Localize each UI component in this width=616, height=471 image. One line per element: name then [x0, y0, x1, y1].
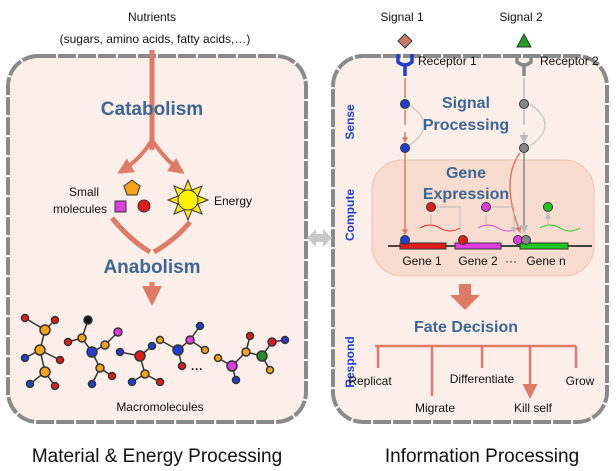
gene-circuit-part: [544, 203, 553, 212]
macromolecules-graph-part: [35, 345, 45, 355]
macromolecules-graph-part: [282, 337, 289, 344]
receptor-label: Receptor 2: [540, 54, 599, 68]
macromolecules-graph-part: [109, 373, 116, 380]
macromolecules-graph-part: [22, 355, 29, 362]
sun-part: [178, 190, 198, 210]
gene-circuit-part: [427, 203, 436, 212]
macromolecules-graph-part: [96, 364, 104, 372]
fate-decision: Fate Decision: [414, 319, 518, 336]
anabolism: Anabolism: [103, 257, 200, 278]
macromolecules-graph-part: [179, 363, 186, 370]
macromolecules-graph-part: [114, 328, 122, 336]
receptor-label: Receptor 1: [418, 54, 477, 68]
gene-circuit-part: [459, 236, 468, 245]
macromolecules-graph-part: [22, 315, 29, 322]
ellipsis: ···: [191, 362, 203, 376]
macromolecules-graph-part: [227, 361, 237, 371]
macromolecules-graph-part: [101, 341, 109, 349]
circle: [138, 200, 150, 212]
diagram: Nutrients (sugars, amino acids, fatty ac…: [0, 0, 616, 471]
stage-label: Compute: [343, 189, 357, 241]
gene-expression: Gene: [446, 165, 486, 182]
macromolecules-graph-part: [157, 379, 164, 386]
macromolecules-graph-part: [84, 316, 92, 324]
macromolecules-graph-part: [267, 367, 274, 374]
macromolecules-graph-part: [89, 381, 96, 388]
gene-circuit-part: [401, 236, 410, 245]
signal-processing: Processing: [423, 117, 509, 134]
fate: Grow: [566, 374, 595, 388]
signal-processing: Signal: [442, 95, 490, 112]
gene-label: Gene 1: [402, 254, 442, 268]
gene-label: Gene n: [526, 254, 565, 268]
macromolecules-graph-part: [40, 367, 50, 377]
macromolecules-graph-part: [215, 355, 222, 362]
fate: Kill self: [514, 401, 553, 415]
small-molecules: Small: [69, 185, 99, 199]
gene-ellipsis: ···: [505, 254, 517, 268]
signal-2-ligand: [517, 34, 531, 47]
input-subtitle: (sugars, amino acids, fatty acids,…): [60, 32, 251, 46]
macromolecules-graph-part: [78, 334, 86, 342]
macromolecules-graph-part: [257, 351, 267, 361]
signal-cascade-part: [520, 100, 529, 109]
gene-circuit-part: [482, 203, 491, 212]
fate: Migrate: [415, 401, 455, 415]
fate: Differentiate: [450, 372, 515, 386]
right-caption: Information Processing: [385, 446, 579, 467]
sun: [168, 180, 208, 220]
macromolecules-graph-part: [135, 351, 145, 361]
stage-label: Sense: [343, 104, 357, 140]
macromolecules-graph-part: [52, 383, 59, 390]
macromolecules-graph-part: [57, 357, 64, 364]
macromolecules-graph-part: [233, 377, 240, 384]
signal-cascade-part: [520, 144, 529, 153]
macromolecules-graph-part: [157, 337, 164, 344]
macromolecules-graph-part: [197, 323, 204, 330]
macromolecules-graph-part: [202, 347, 209, 354]
signal: Signal 1: [380, 10, 424, 24]
macromolecules-graph-part: [173, 345, 183, 355]
gene-label: Gene 2: [458, 254, 498, 268]
small-molecules: molecules: [53, 202, 107, 216]
link-arrow: [307, 229, 332, 247]
fate: Replicat: [348, 374, 392, 388]
macromolecules-graph-part: [87, 347, 97, 357]
macromolecules-graph-part: [129, 379, 136, 386]
macromolecules-graph-part: [141, 370, 149, 378]
macromolecules-graph-part: [40, 325, 50, 335]
catabolism: Catabolism: [101, 99, 203, 120]
energy: Energy: [214, 194, 252, 208]
left-caption: Material & Energy Processing: [32, 446, 282, 467]
gene-expression: Expression: [423, 186, 509, 203]
macromolecules-graph-part: [247, 333, 254, 340]
gene-circuit-part: [522, 236, 531, 245]
square: [115, 201, 126, 212]
signal: Signal 2: [499, 10, 543, 24]
macromolecules-graph-part: [268, 338, 276, 346]
signal-1-ligand: [398, 34, 412, 48]
macromolecules-graph-part: [27, 381, 34, 388]
macromolecules-graph-part: [186, 336, 194, 344]
macromolecules-graph-part: [65, 339, 72, 346]
macromolecules: Macromolecules: [116, 400, 203, 414]
macromolecules-graph-part: [242, 348, 250, 356]
input-title: Nutrients: [128, 10, 176, 24]
macromolecules-graph-part: [52, 317, 59, 324]
signal-cascade-part: [401, 144, 410, 153]
macromolecules-graph-part: [117, 349, 124, 356]
signal-cascade-part: [401, 100, 410, 109]
macromolecules-graph-part: [149, 343, 156, 350]
